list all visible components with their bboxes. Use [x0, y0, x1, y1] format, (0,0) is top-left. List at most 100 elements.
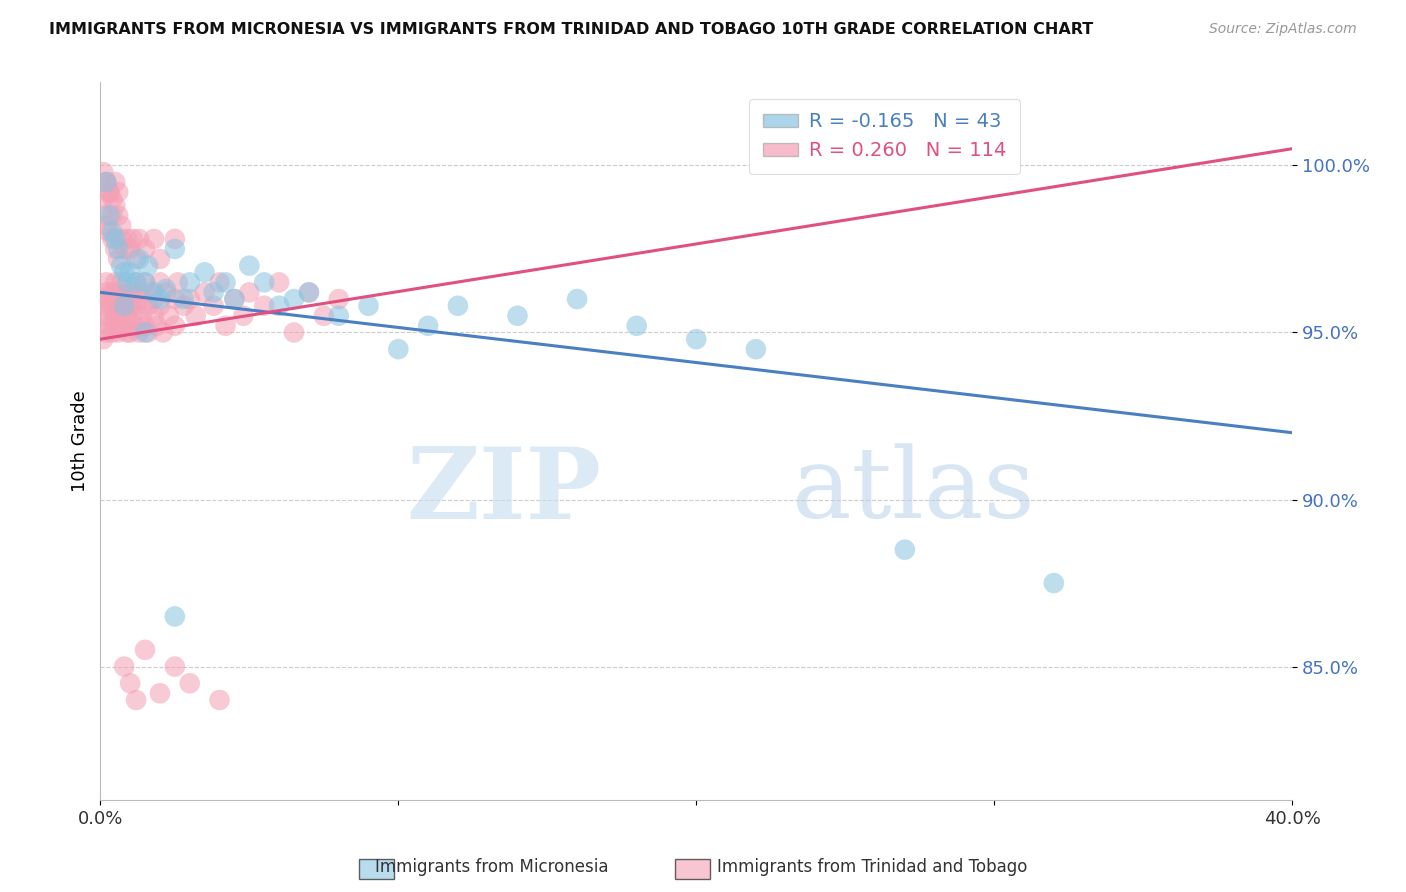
Point — [91, 292, 114, 306]
Point — [107, 209, 129, 223]
Point — [128, 285, 150, 300]
Point — [98, 318, 121, 333]
Point — [173, 299, 195, 313]
Point — [101, 326, 124, 340]
Point — [163, 609, 186, 624]
Point — [101, 299, 124, 313]
Point — [98, 309, 121, 323]
Point — [194, 265, 217, 279]
Text: atlas: atlas — [792, 443, 1035, 540]
Point — [387, 342, 409, 356]
Point — [125, 693, 148, 707]
Point — [104, 318, 127, 333]
Point — [91, 192, 114, 206]
Point — [104, 242, 127, 256]
Point — [214, 318, 236, 333]
Point — [104, 292, 127, 306]
Point — [112, 659, 135, 673]
Point — [163, 659, 186, 673]
Point — [107, 299, 129, 313]
Point — [131, 292, 153, 306]
Point — [112, 242, 135, 256]
Point — [98, 185, 121, 199]
Point — [107, 326, 129, 340]
Point — [626, 318, 648, 333]
Point — [298, 285, 321, 300]
Point — [122, 309, 145, 323]
Point — [96, 219, 118, 233]
Text: ZIP: ZIP — [406, 442, 600, 540]
Point — [149, 252, 172, 266]
Point — [112, 265, 135, 279]
Point — [163, 242, 186, 256]
Point — [91, 332, 114, 346]
Text: Source: ZipAtlas.com: Source: ZipAtlas.com — [1209, 22, 1357, 37]
Point — [155, 282, 177, 296]
Point — [506, 309, 529, 323]
Point — [238, 285, 260, 300]
Point — [112, 299, 135, 313]
Point — [101, 225, 124, 239]
Point — [120, 326, 142, 340]
Point — [134, 326, 156, 340]
Point — [136, 299, 159, 313]
Point — [101, 232, 124, 246]
Point — [110, 309, 132, 323]
Point — [149, 299, 172, 313]
Point — [134, 242, 156, 256]
Point — [125, 299, 148, 313]
Point — [163, 318, 186, 333]
Point — [104, 276, 127, 290]
Point — [447, 299, 470, 313]
Point — [208, 693, 231, 707]
Point — [152, 326, 174, 340]
Point — [107, 285, 129, 300]
Point — [107, 252, 129, 266]
Point — [98, 185, 121, 199]
Point — [96, 175, 118, 189]
Point — [104, 175, 127, 189]
Point — [128, 326, 150, 340]
Point — [146, 318, 169, 333]
Point — [110, 276, 132, 290]
Point — [115, 285, 138, 300]
Point — [202, 285, 225, 300]
Point — [112, 299, 135, 313]
Text: IMMIGRANTS FROM MICRONESIA VS IMMIGRANTS FROM TRINIDAD AND TOBAGO 10TH GRADE COR: IMMIGRANTS FROM MICRONESIA VS IMMIGRANTS… — [49, 22, 1094, 37]
Point — [745, 342, 768, 356]
Point — [328, 292, 350, 306]
Point — [122, 292, 145, 306]
Point — [128, 252, 150, 266]
Point — [224, 292, 246, 306]
Point — [96, 175, 118, 189]
Point — [134, 276, 156, 290]
Legend: R = -0.165   N = 43, R = 0.260   N = 114: R = -0.165 N = 43, R = 0.260 N = 114 — [749, 99, 1021, 174]
Point — [120, 242, 142, 256]
Point — [894, 542, 917, 557]
Point — [224, 292, 246, 306]
Point — [115, 232, 138, 246]
Point — [143, 292, 166, 306]
Point — [269, 276, 291, 290]
Point — [112, 292, 135, 306]
Point — [122, 232, 145, 246]
Point — [125, 318, 148, 333]
Point — [107, 185, 129, 199]
Point — [136, 326, 159, 340]
Point — [115, 309, 138, 323]
Point — [134, 643, 156, 657]
Point — [96, 285, 118, 300]
Point — [163, 292, 186, 306]
Point — [179, 276, 201, 290]
Point — [125, 276, 148, 290]
Point — [110, 318, 132, 333]
Y-axis label: 10th Grade: 10th Grade — [72, 390, 89, 491]
Point — [96, 175, 118, 189]
Point — [104, 232, 127, 246]
Text: Immigrants from Micronesia: Immigrants from Micronesia — [375, 858, 609, 876]
Point — [238, 259, 260, 273]
Point — [143, 309, 166, 323]
Point — [98, 209, 121, 223]
Point — [125, 276, 148, 290]
Point — [149, 292, 172, 306]
